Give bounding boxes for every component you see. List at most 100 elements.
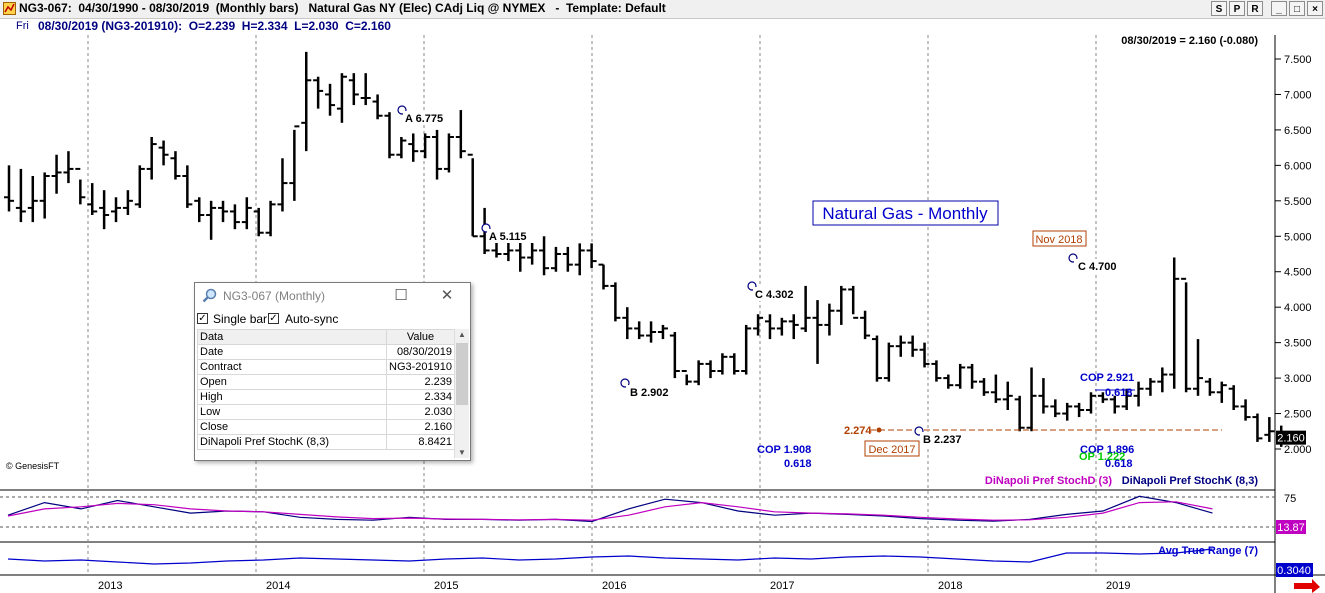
data-row[interactable]: High 2.334 (197, 389, 455, 405)
data-row-label: DiNapoli Pref StochK (8,3) (197, 434, 387, 450)
data-row-label: Low (197, 404, 387, 420)
scroll-right-icon[interactable] (1294, 579, 1320, 593)
stoch-last-tag (1276, 520, 1306, 534)
window-title: NG3-067: 04/30/1990 - 08/30/2019 (Monthl… (19, 1, 666, 15)
cop1-label: COP 1.908 (757, 444, 811, 456)
level-label: 2.274 (844, 425, 872, 437)
cop1-ratio: 0.618 (784, 458, 812, 470)
label-a1: A 6.775 (405, 113, 443, 125)
price-tick-label: 2.000 (1284, 444, 1312, 456)
label-b1: B 2.902 (630, 387, 669, 399)
atr-label: Avg True Range (7) (1158, 545, 1258, 557)
label-a2-bg (487, 229, 538, 243)
nov-2018-label: Nov 2018 (1035, 234, 1082, 246)
stoch-last-label: 13.87 (1277, 522, 1305, 534)
info-ohlc: 08/30/2019 (NG3-201910): O=2.239 H=2.334… (38, 19, 391, 33)
label-b2: B 2.237 (923, 434, 962, 446)
last-price-tag (1276, 430, 1306, 445)
auto-sync-checkbox[interactable]: ✓ (268, 313, 279, 324)
data-row-label: Close (197, 419, 387, 435)
year-label: 2016 (602, 580, 626, 592)
s-button[interactable]: S (1211, 1, 1227, 16)
dialog-close-icon[interactable]: ✕ (440, 287, 454, 304)
dialog-maximize-icon[interactable]: ☐ (394, 287, 408, 304)
data-row-label: Contract (197, 359, 387, 375)
data-row[interactable]: Open 2.239 (197, 374, 455, 390)
single-bar-label: Single bar (213, 312, 268, 326)
year-label: 2018 (938, 580, 962, 592)
year-label: 2017 (770, 580, 794, 592)
info-bar: Fri 08/30/2019 (NG3-201910): O=2.239 H=2… (0, 19, 1325, 35)
data-row-label: High (197, 389, 387, 405)
price-tick-label: 6.500 (1284, 125, 1312, 137)
r-button[interactable]: R (1247, 1, 1263, 16)
label-a1-bg (403, 111, 454, 125)
label-c2-bg (1074, 259, 1125, 273)
data-row-label: Open (197, 374, 387, 390)
atr-last-label: 0.3040 (1277, 565, 1311, 577)
data-row[interactable]: Contract NG3-201910 (197, 359, 455, 375)
year-label: 2013 (98, 580, 122, 592)
app-icon (3, 2, 16, 15)
data-row[interactable]: Low 2.030 (197, 404, 455, 420)
chart-title-box (812, 200, 999, 226)
label-b1-bg (626, 385, 677, 399)
price-tick-label: 3.000 (1284, 373, 1312, 385)
close-button[interactable]: × (1307, 1, 1323, 16)
nov-2018-box (1032, 230, 1087, 247)
price-tick-label: 2.500 (1284, 409, 1312, 421)
stoch-level-label: 75 (1284, 493, 1296, 505)
data-window-titlebar[interactable]: NG3-067 (Monthly) ☐ ✕ (195, 283, 470, 309)
p-button[interactable]: P (1229, 1, 1245, 16)
stochd-line (7, 501, 1213, 521)
watermark: © GenesisFT (6, 461, 60, 471)
magnifier-icon (202, 288, 217, 303)
data-window-title: NG3-067 (Monthly) (223, 289, 326, 303)
data-window-scrollbar[interactable]: ▲ ▼ (454, 329, 469, 458)
label-b2-bg (920, 432, 971, 446)
col-header-data[interactable]: Data (197, 329, 387, 345)
data-row-value: 2.334 (386, 389, 455, 405)
single-bar-checkbox[interactable]: ✓ (197, 313, 208, 324)
col-header-value[interactable]: Value (386, 329, 455, 345)
data-row[interactable]: Date 08/30/2019 (197, 344, 455, 360)
scroll-up-icon[interactable]: ▲ (458, 330, 466, 339)
label-c2: C 4.700 (1078, 261, 1117, 273)
chart-title: Natural Gas - Monthly (822, 204, 988, 223)
cop2-ratio: 0.618 (1105, 458, 1133, 470)
data-window[interactable]: NG3-067 (Monthly) ☐ ✕ ✓ Single bar ✓ Aut… (194, 282, 471, 461)
scroll-down-icon[interactable]: ▼ (458, 448, 466, 457)
data-row-value: 2.160 (386, 419, 455, 435)
minimize-button[interactable]: _ (1271, 1, 1287, 16)
dec-2017-box (864, 440, 920, 457)
window-titlebar: NG3-067: 04/30/1990 - 08/30/2019 (Monthl… (0, 0, 1325, 19)
data-row-label: Date (197, 344, 387, 360)
last-price-label: 2.160 (1277, 433, 1305, 445)
level-dot (876, 427, 882, 433)
data-row[interactable]: Close 2.160 (197, 419, 455, 435)
year-label: 2019 (1106, 580, 1130, 592)
price-chart[interactable]: 2013 2014 2015 2016 2017 2018 2019 7.500 7.000 6.… (0, 35, 1325, 593)
year-label: 2015 (434, 580, 458, 592)
info-day: Fri (16, 20, 29, 32)
atr-line (7, 548, 1213, 565)
scroll-thumb[interactable] (456, 343, 468, 405)
price-tick-label: 3.500 (1284, 338, 1312, 350)
data-row-value: 2.030 (386, 404, 455, 420)
price-tick-label: 5.000 (1284, 231, 1312, 243)
data-row[interactable]: DiNapoli Pref StochK (8,3) 8.8421 (197, 434, 455, 450)
auto-sync-label: Auto-sync (285, 312, 339, 326)
cop3-ratio: 0.618 (1105, 387, 1133, 399)
price-tick-label: 6.000 (1284, 160, 1312, 172)
restore-button[interactable]: □ (1289, 1, 1305, 16)
stochk-label: DiNapoli Pref StochK (8,3) (1122, 475, 1259, 487)
data-row-value: 08/30/2019 (386, 344, 455, 360)
atr-last-tag (1276, 563, 1313, 577)
stochd-label: DiNapoli Pref StochD (3) (985, 475, 1112, 487)
label-a2: A 5.115 (489, 231, 527, 243)
cop2-label: COP 1.896 (1080, 444, 1134, 456)
last-readout: 08/30/2019 = 2.160 (-0.080) (1121, 35, 1258, 47)
price-tick-label: 4.000 (1284, 302, 1312, 314)
year-label: 2014 (266, 580, 290, 592)
data-table: Data Value Date 08/30/2019 Contract NG3-201… (197, 329, 455, 450)
